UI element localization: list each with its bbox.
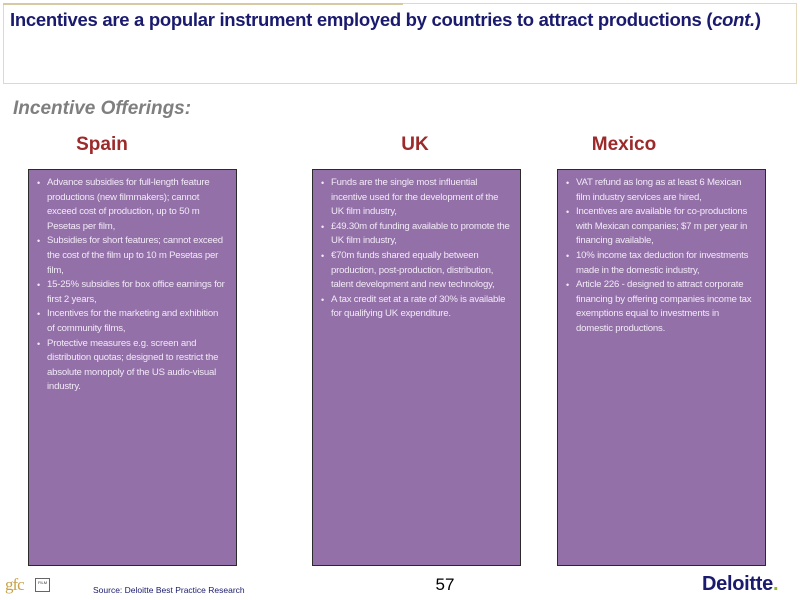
bullet-icon: • bbox=[37, 178, 40, 188]
title-close-text: ) bbox=[754, 9, 761, 30]
list-item: • Incentives are available for co-product… bbox=[565, 205, 757, 249]
list-item: • Protective measures e.g. screen and dis… bbox=[36, 337, 228, 395]
source-note: Source: Deloitte Best Practice Research bbox=[93, 585, 245, 595]
list-mexico: • VAT refund as long as at least 6 Mexica… bbox=[565, 176, 757, 337]
list-item-text: A tax credit set at a rate of 30% is ava… bbox=[331, 293, 506, 320]
list-item-text: Funds are the single most influential in… bbox=[331, 177, 499, 218]
bullet-icon: • bbox=[321, 221, 324, 232]
list-item-text: 10% income tax deduction for investments… bbox=[576, 249, 749, 276]
bullet-icon: • bbox=[321, 250, 324, 261]
list-item: • Subsidies for short features; cannot ex… bbox=[36, 234, 228, 278]
list-item-text: Protective measures e.g. screen and dist… bbox=[47, 337, 219, 393]
list-item: • Funds are the single most influential i… bbox=[320, 176, 512, 220]
list-spain: • Advance subsidies for full-length featu… bbox=[36, 176, 228, 395]
deloitte-logo: Deloitte. bbox=[702, 573, 779, 596]
list-item: • VAT refund as long as at least 6 Mexica… bbox=[565, 176, 757, 205]
list-uk: • Funds are the single most influential i… bbox=[320, 176, 512, 322]
title-cont-text: cont. bbox=[712, 9, 755, 30]
list-item: • Article 226 - designed to attract corpo… bbox=[565, 278, 757, 336]
list-item-text: VAT refund as long as at least 6 Mexican… bbox=[576, 177, 742, 203]
title-accent-line bbox=[3, 3, 403, 5]
bullet-icon: • bbox=[566, 178, 569, 188]
brand-dot: . bbox=[772, 573, 779, 595]
gfc-logo-text: gfc bbox=[5, 575, 25, 594]
page-number: 57 bbox=[435, 575, 455, 594]
list-item: • €70m funds shared equally between produ… bbox=[320, 249, 512, 293]
heading-uk: UK bbox=[401, 134, 429, 155]
bullet-icon: • bbox=[321, 294, 324, 305]
list-item: • Incentives for the marketing and exhibi… bbox=[36, 307, 228, 336]
list-item-text: £49.30m of funding available to promote … bbox=[331, 220, 510, 247]
film-logo-box: FILM bbox=[35, 578, 50, 592]
page-title: Incentives are a popular instrument empl… bbox=[10, 9, 795, 31]
list-item-text: Subsidies for short features; cannot exc… bbox=[47, 235, 223, 276]
panel-uk: • Funds are the single most influential i… bbox=[312, 169, 521, 566]
panel-spain: • Advance subsidies for full-length featu… bbox=[28, 169, 237, 566]
list-item: • Advance subsidies for full-length featu… bbox=[36, 176, 228, 234]
list-item: • £49.30m of funding available to promote… bbox=[320, 220, 512, 249]
panel-mexico: • VAT refund as long as at least 6 Mexica… bbox=[557, 169, 766, 566]
bullet-icon: • bbox=[37, 309, 40, 320]
bullet-icon: • bbox=[566, 250, 569, 261]
list-item: • 15-25% subsidies for box office earning… bbox=[36, 278, 228, 307]
bullet-icon: • bbox=[37, 280, 40, 291]
list-item-text: 15-25% subsidies for box office earnings… bbox=[47, 279, 225, 305]
gfc-logo: gfc FILM bbox=[5, 575, 50, 597]
bullet-icon: • bbox=[566, 280, 569, 291]
bullet-icon: • bbox=[37, 338, 40, 349]
list-item-text: Incentives for the marketing and exhibit… bbox=[47, 308, 219, 334]
brand-name: Deloitte bbox=[702, 573, 773, 595]
list-item: • A tax credit set at a rate of 30% is av… bbox=[320, 293, 512, 322]
heading-spain: Spain bbox=[76, 134, 128, 155]
section-title: Incentive Offerings: bbox=[13, 98, 192, 119]
list-item-text: Advance subsidies for full-length featur… bbox=[47, 177, 210, 232]
bullet-icon: • bbox=[37, 236, 40, 247]
bullet-icon: • bbox=[321, 178, 324, 188]
list-item-text: €70m funds shared equally between produc… bbox=[331, 249, 495, 291]
title-main-text: Incentives are a popular instrument empl… bbox=[10, 9, 713, 30]
list-item: • 10% income tax deduction for investment… bbox=[565, 249, 757, 278]
list-item-text: Incentives are available for co-producti… bbox=[576, 206, 748, 247]
list-item-text: Article 226 - designed to attract corpor… bbox=[576, 279, 752, 334]
bullet-icon: • bbox=[566, 207, 569, 218]
heading-mexico: Mexico bbox=[591, 134, 657, 155]
